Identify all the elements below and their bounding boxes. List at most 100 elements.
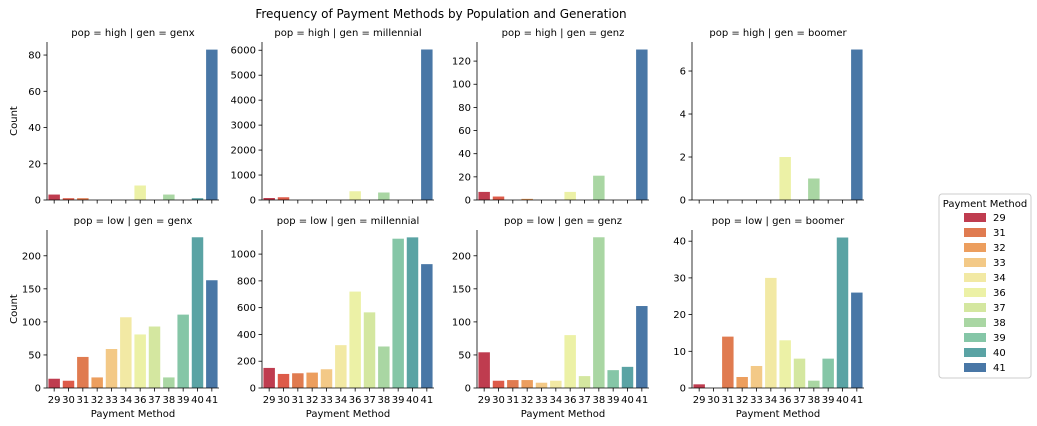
y-tick-label: 400	[237, 330, 256, 341]
x-tick-label: 39	[392, 395, 405, 406]
panel-title: pop = high | gen = genx	[71, 28, 194, 39]
y-axis-label: Count	[9, 294, 20, 324]
x-tick-label: 32	[521, 395, 534, 406]
panel-title: pop = high | gen = boomer	[709, 28, 847, 39]
bar-38	[808, 380, 820, 388]
bar-29	[478, 191, 490, 200]
x-tick-label: 40	[621, 395, 634, 406]
x-tick-label: 37	[793, 395, 806, 406]
x-tick-label: 40	[406, 395, 419, 406]
y-tick-label: 6	[680, 67, 686, 78]
y-tick-label: 600	[237, 303, 256, 314]
bar-29	[693, 384, 705, 388]
x-tick-label: 41	[850, 395, 863, 406]
x-tick-label: 29	[693, 395, 706, 406]
bar-36	[134, 334, 146, 388]
y-tick-label: 0	[250, 196, 256, 207]
y-tick-label: 2000	[231, 146, 256, 157]
bar-40	[406, 237, 419, 388]
bar-39	[607, 370, 619, 388]
x-tick-label: 38	[162, 395, 175, 406]
x-tick-label: 34	[334, 395, 347, 406]
x-tick-label: 38	[807, 395, 820, 406]
y-tick-label: 10	[673, 347, 686, 358]
bar-36	[564, 335, 576, 388]
legend-label-32: 32	[993, 243, 1006, 254]
bar-40	[836, 237, 849, 388]
bar-34	[335, 345, 347, 388]
legend-label-41: 41	[993, 363, 1006, 374]
x-tick-label: 36	[134, 395, 147, 406]
bar-39	[177, 314, 189, 388]
x-tick-label: 31	[506, 395, 519, 406]
bar-31	[292, 373, 304, 388]
facet-panel: pop = low | gen = millennial 0 200 400 600 80…	[231, 216, 434, 420]
legend-swatch-37	[964, 303, 986, 312]
bar-31	[722, 336, 734, 388]
bar-41	[851, 292, 863, 388]
facet-panel: pop = low | gen = genx 0 50 100 150 200 29 30 31…	[9, 216, 219, 420]
x-tick-label: 40	[836, 395, 849, 406]
y-tick-label: 20	[458, 172, 471, 183]
bar-37	[578, 376, 591, 388]
y-tick-label: 1000	[231, 250, 256, 261]
y-tick-label: 0	[35, 384, 41, 395]
panel-title: pop = low | gen = millennial	[277, 216, 420, 227]
x-tick-label: 38	[592, 395, 605, 406]
panel-title: pop = high | gen = genz	[502, 28, 625, 39]
y-tick-label: 60	[458, 126, 471, 137]
bar-36	[564, 191, 576, 200]
legend-label-33: 33	[993, 258, 1006, 269]
x-tick-label: 30	[492, 395, 505, 406]
bar-29	[48, 378, 60, 388]
x-tick-label: 31	[291, 395, 304, 406]
x-axis-label: Payment Method	[91, 409, 175, 420]
y-tick-label: 80	[458, 103, 471, 114]
x-tick-label: 29	[263, 395, 276, 406]
bar-39	[822, 358, 834, 388]
bar-32	[521, 198, 533, 200]
facet-panel: pop = high | gen = genx 0 20 40 60 80 Count	[9, 28, 219, 207]
x-tick-label: 37	[148, 395, 161, 406]
bar-37	[363, 312, 376, 388]
bar-33	[535, 382, 548, 388]
x-tick-label: 36	[779, 395, 792, 406]
y-tick-label: 100	[22, 317, 41, 328]
y-tick-label: 1000	[231, 171, 256, 182]
y-tick-label: 30	[673, 273, 686, 284]
legend-swatch-40	[964, 348, 986, 357]
x-tick-label: 39	[607, 395, 620, 406]
bar-38	[378, 192, 390, 200]
legend-swatch-34	[964, 273, 986, 282]
x-tick-label: 32	[306, 395, 319, 406]
y-tick-label: 200	[22, 251, 41, 262]
bar-31	[77, 356, 89, 388]
x-tick-label: 41	[205, 395, 218, 406]
y-tick-label: 40	[458, 149, 471, 160]
panel-title: pop = high | gen = millennial	[274, 28, 421, 39]
bar-41	[851, 49, 863, 200]
bar-40	[191, 198, 204, 200]
y-axis-label: Count	[9, 106, 20, 136]
bar-33	[750, 365, 763, 388]
facet-panel: pop = high | gen = genz 0 20 40 60 80 100 120	[452, 28, 649, 207]
y-tick-label: 0	[250, 384, 256, 395]
bar-40	[621, 366, 634, 388]
legend-swatch-41	[964, 363, 986, 372]
x-tick-label: 34	[119, 395, 132, 406]
bar-29	[478, 352, 490, 388]
x-tick-label: 36	[349, 395, 362, 406]
x-tick-label: 32	[736, 395, 749, 406]
bar-29	[263, 367, 275, 388]
bar-29	[48, 194, 60, 200]
legend-title: Payment Method	[943, 199, 1027, 210]
y-tick-label: 80	[28, 51, 41, 62]
legend-label-34: 34	[993, 273, 1006, 284]
y-tick-label: 150	[452, 284, 471, 295]
bar-38	[808, 178, 820, 200]
legend-frame	[938, 193, 1032, 379]
legend-swatch-33	[964, 258, 986, 267]
x-tick-label: 34	[549, 395, 562, 406]
bar-36	[779, 340, 791, 388]
